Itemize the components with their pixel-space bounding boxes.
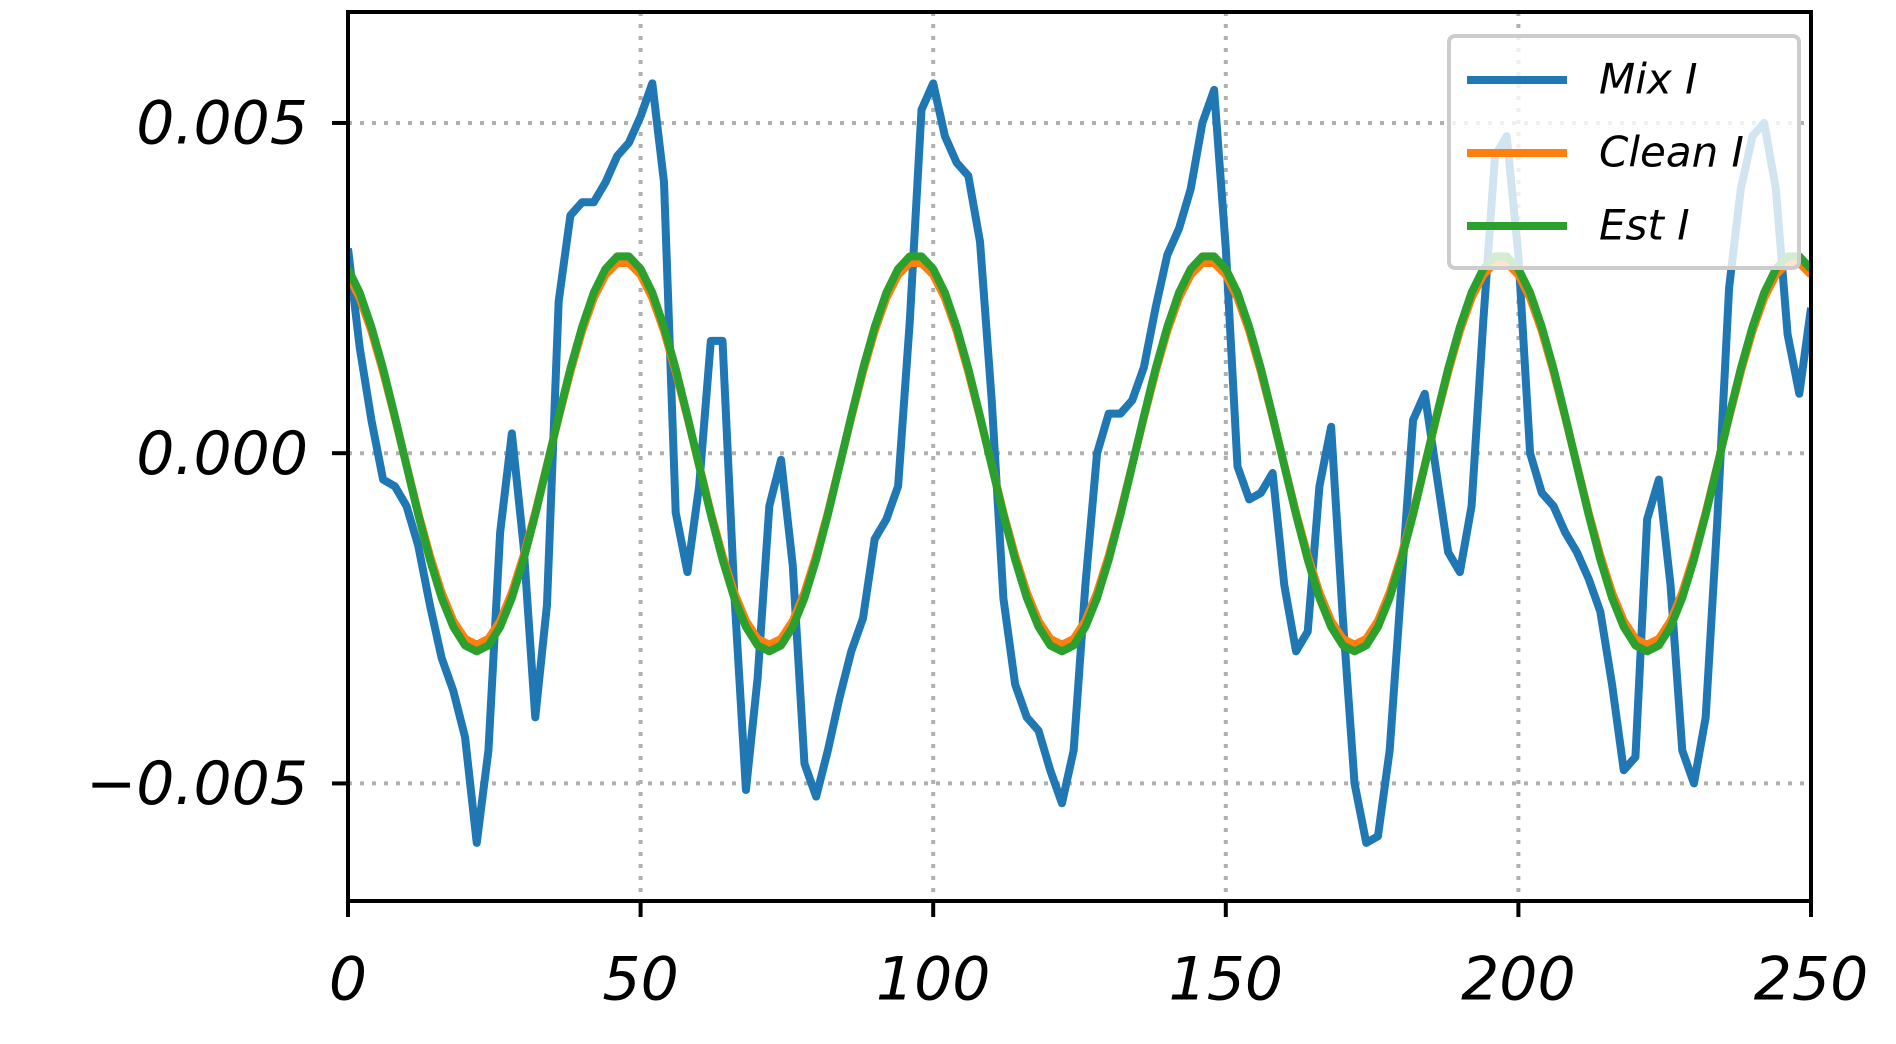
x-tick-label: 100 bbox=[876, 945, 991, 1015]
x-tick-label: 250 bbox=[1754, 945, 1869, 1015]
x-tick-label: 200 bbox=[1461, 945, 1576, 1015]
legend-label: Mix I bbox=[1599, 55, 1698, 104]
plot-frame bbox=[346, 10, 1813, 903]
line-series bbox=[348, 252, 1811, 656]
legend-label: Est I bbox=[1599, 201, 1690, 250]
y-tick-label: −0.005 bbox=[86, 749, 308, 819]
legend-box bbox=[1447, 34, 1801, 270]
x-tick-label: 0 bbox=[329, 945, 367, 1015]
x-tick-label: 150 bbox=[1169, 945, 1284, 1015]
legend-label: Clean I bbox=[1599, 128, 1744, 177]
line-series bbox=[348, 79, 1811, 847]
y-tick-label: 0.000 bbox=[136, 419, 308, 489]
y-tick-label: 0.005 bbox=[136, 89, 308, 159]
x-tick-label: 50 bbox=[602, 945, 678, 1015]
